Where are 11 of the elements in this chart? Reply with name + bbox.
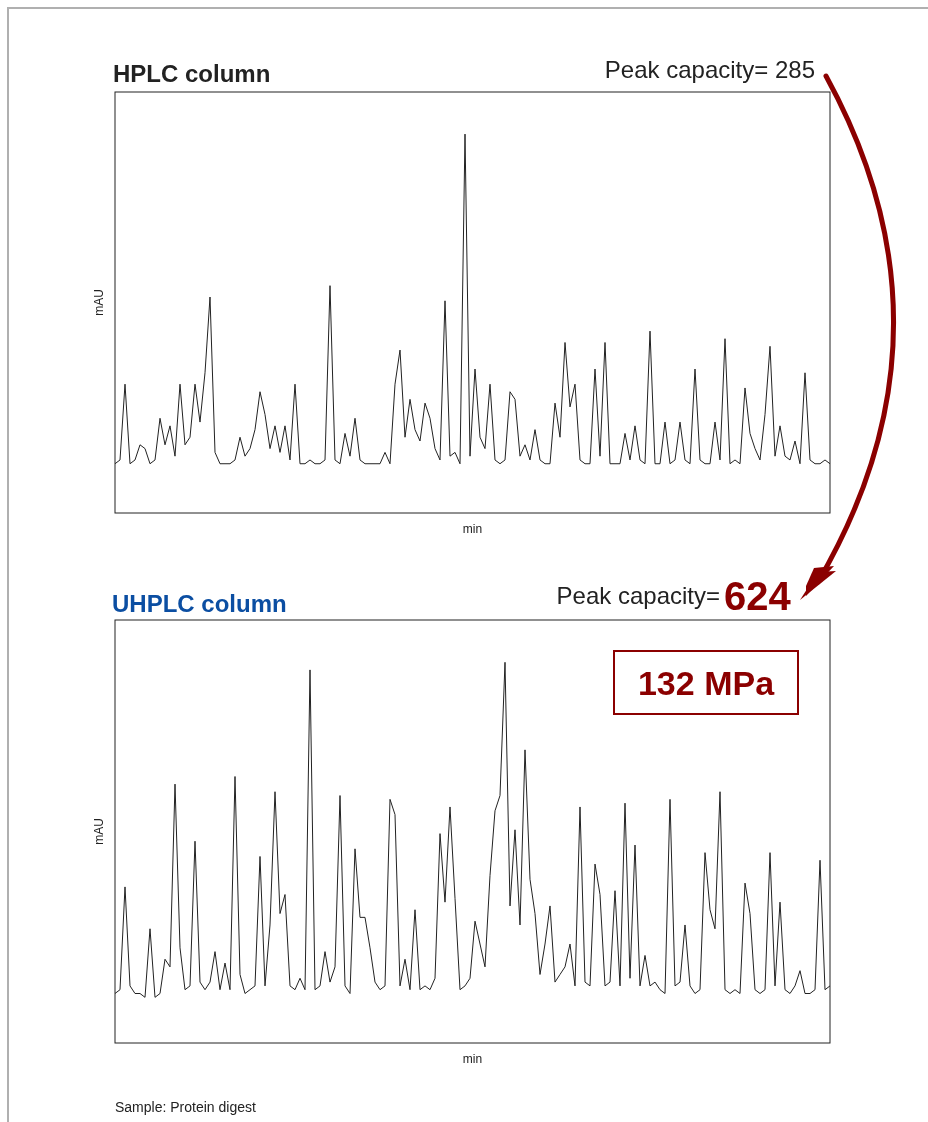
x-axis-title: min bbox=[462, 1052, 483, 1066]
y-axis-title: mAU bbox=[92, 818, 106, 845]
chart-title: HPLC column bbox=[113, 60, 271, 87]
chart-title: UHPLC column bbox=[112, 590, 287, 617]
y-axis-title: mAU bbox=[92, 289, 106, 316]
text: 624 bbox=[724, 574, 792, 618]
annotation: 132 MPa bbox=[637, 664, 776, 702]
text: Sample: Protein digest bbox=[115, 1099, 256, 1115]
text: Peak capacity= bbox=[556, 582, 720, 609]
text: Peak capacity= 285 bbox=[604, 56, 815, 83]
x-axis-title: min bbox=[462, 522, 483, 536]
